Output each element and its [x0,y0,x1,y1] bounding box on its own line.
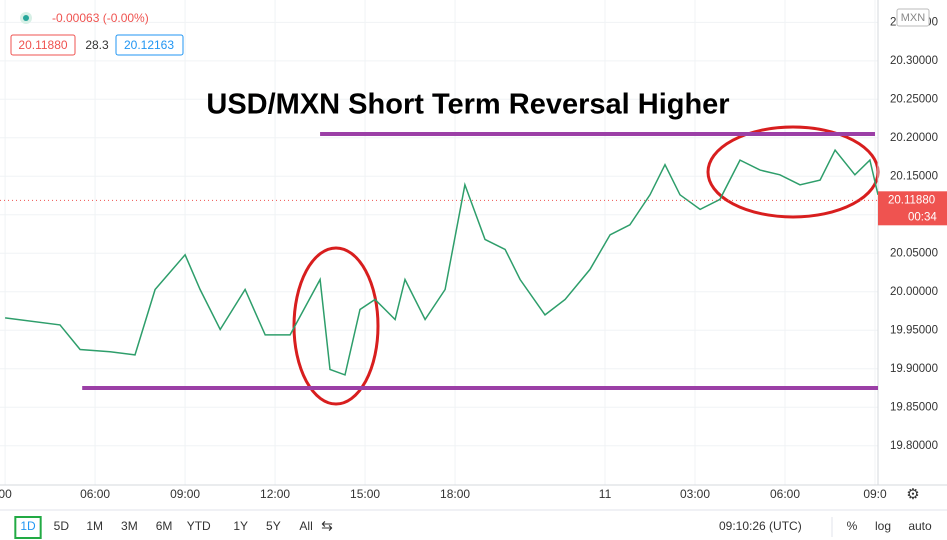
y-tick-label: 19.85000 [890,401,938,413]
range-button[interactable]: 5Y [266,519,281,533]
range-button[interactable]: 3M [121,519,138,533]
y-tick-label: 20.25000 [890,93,938,105]
grid-layer [0,0,878,485]
ask-box[interactable] [115,34,184,56]
highlight-ellipse [292,246,380,406]
axis-option[interactable]: auto [908,519,932,533]
clock: 09:10:26 (UTC) [719,519,802,533]
currency-box [896,8,930,27]
ask-price[interactable]: 20.12163 [124,38,174,52]
y-tick-label: 20.00000 [890,286,938,298]
range-button[interactable]: 6M [156,519,173,533]
range-button[interactable]: 1D [20,519,36,533]
range-button[interactable]: 1Y [233,519,248,533]
x-tick-label: 00 [0,487,12,501]
compare-icon[interactable]: ⇆ [321,518,333,534]
bid-box[interactable] [10,34,76,56]
y-tick-label: 20.15000 [890,170,938,182]
y-tick-label: 19.80000 [890,440,938,452]
countdown: 00:34 [908,211,937,223]
range-selected [14,516,42,539]
chart-title: USD/MXN Short Term Reversal Higher [206,89,729,121]
x-tick-label: 12:00 [260,487,290,501]
range-button[interactable]: 5D [54,519,70,533]
axis-option[interactable]: log [875,519,891,533]
x-tick-label: 06:00 [80,487,110,501]
x-tick-label: 03:00 [680,487,710,501]
y-tick-label: 20.05000 [890,247,938,259]
spread: 28.3 [85,38,109,52]
status-dot [23,15,29,21]
settings-icon: ⚙ [906,486,919,503]
currency-label: MXN [901,12,926,24]
x-tick-label: 18:00 [440,487,470,501]
y-tick-label: 20.30000 [890,55,938,67]
price-line [5,148,879,376]
x-tick-label: 15:00 [350,487,380,501]
y-tick-label: 19.90000 [890,363,938,375]
y-tick-label: 19.95000 [890,324,938,336]
last-price-label: 20.11880 [888,194,935,206]
x-tick-label: 09:00 [170,487,200,501]
last-price-box [878,191,947,226]
axis-option[interactable]: % [847,519,858,533]
x-tick-label: 09:0 [863,487,887,501]
range-button[interactable]: 1M [86,519,103,533]
bid-price[interactable]: 20.11880 [18,38,67,52]
x-tick-label: 06:00 [770,487,800,501]
range-button[interactable]: YTD [187,519,211,533]
y-tick-label: 20.20000 [890,132,938,144]
change-label: -0.00063 (-0.00%) [52,11,149,25]
toolbar: 1D 5D 1M 3M 6M YTD 1Y 5Y All ⇆ 09:10:26 (UTC)% log a… [14,516,932,539]
x-tick-label: 11 [599,487,612,501]
range-button[interactable]: All [299,519,312,533]
